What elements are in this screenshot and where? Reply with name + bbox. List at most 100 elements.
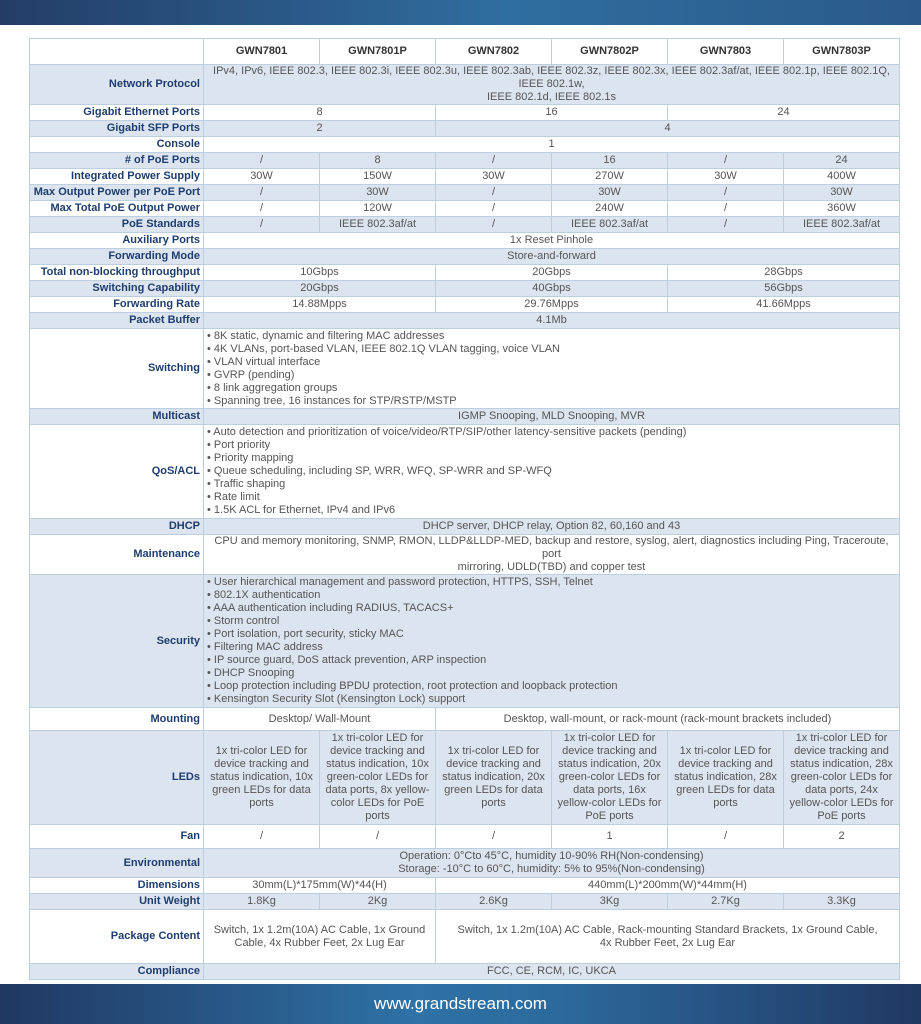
spec-row: Package Content Switch, 1x 1.2m(10A) AC C… (29, 909, 900, 964)
spec-label: Integrated Power Supply (29, 168, 204, 185)
spec-value: 2 (203, 120, 436, 137)
spec-table: GWN7801 GWN7801P GWN7802 GWN7802P GWN780… (29, 38, 900, 980)
spec-label: Forwarding Mode (29, 248, 204, 265)
spec-value: 2.6Kg (435, 893, 552, 910)
spec-row: Security • User hierarchical management a… (29, 574, 900, 708)
spec-value: • 8K static, dynamic and filtering MAC a… (203, 328, 900, 409)
spec-value: / (667, 216, 784, 233)
spec-value: 360W (783, 200, 900, 217)
spec-value: CPU and memory monitoring, SNMP, RMON, L… (203, 534, 900, 575)
spec-label: Mounting (29, 707, 204, 731)
spec-value: FCC, CE, RCM, IC, UKCA (203, 963, 900, 980)
spec-value: 3.3Kg (783, 893, 900, 910)
spec-value: DHCP server, DHCP relay, Option 82, 60,1… (203, 518, 900, 535)
spec-value: / (667, 824, 784, 849)
spec-label: Maintenance (29, 534, 204, 575)
spec-value: 1x tri-color LED for device tracking and… (667, 730, 784, 825)
spec-label: Packet Buffer (29, 312, 204, 329)
model-gwn7803: GWN7803 (667, 38, 784, 65)
model-gwn7803p: GWN7803P (783, 38, 900, 65)
spec-label: Unit Weight (29, 893, 204, 910)
spec-row: Dimensions 30mm(L)*175mm(W)*44(H) 440mm(L)… (29, 877, 900, 894)
spec-row: Max Total PoE Output Power/120W/240W/360… (29, 200, 900, 217)
spec-value: 24 (783, 152, 900, 169)
spec-value: IEEE 802.3af/at (551, 216, 668, 233)
spec-value: / (203, 824, 320, 849)
spec-value: Switch, 1x 1.2m(10A) AC Cable, Rack-moun… (435, 909, 900, 964)
spec-value: 1 (551, 824, 668, 849)
spec-label: PoE Standards (29, 216, 204, 233)
spec-value: 28Gbps (667, 264, 900, 281)
spec-value: 30W (551, 184, 668, 201)
spec-label: Fan (29, 824, 204, 849)
spec-value: 150W (319, 168, 436, 185)
spec-value: 8 (203, 104, 436, 121)
spec-value: IEEE 802.3af/at (783, 216, 900, 233)
spec-row: Auxiliary Ports 1x Reset Pinhole (29, 232, 900, 249)
spec-value: / (435, 200, 552, 217)
spec-value: 400W (783, 168, 900, 185)
spec-value: 41.66Mpps (667, 296, 900, 313)
spec-value: IGMP Snooping, MLD Snooping, MVR (203, 408, 900, 425)
spec-value: IPv4, IPv6, IEEE 802.3, IEEE 802.3i, IEE… (203, 64, 900, 105)
spec-label: Console (29, 136, 204, 153)
spec-row: Switching Capability 20Gbps 40Gbps 56Gbps (29, 280, 900, 297)
spec-value: 1x tri-color LED for device tracking and… (551, 730, 668, 825)
spec-row: Maintenance CPU and memory monitoring, SN… (29, 534, 900, 575)
spec-value: / (319, 824, 436, 849)
spec-value: / (203, 184, 320, 201)
spec-label: QoS/ACL (29, 424, 204, 519)
header-corner (29, 38, 204, 65)
spec-value: 56Gbps (667, 280, 900, 297)
spec-row: LEDs 1x tri-color LED for device tracking… (29, 730, 900, 825)
spec-value: 240W (551, 200, 668, 217)
spec-label: LEDs (29, 730, 204, 825)
spec-body: Network Protocol IPv4, IPv6, IEEE 802.3, … (29, 64, 900, 980)
spec-value: 10Gbps (203, 264, 436, 281)
spec-value: Desktop, wall-mount, or rack-mount (rack… (435, 707, 900, 731)
spec-label: Max Total PoE Output Power (29, 200, 204, 217)
spec-row: Unit Weight 1.8Kg 2Kg 2.6Kg 3Kg 2.7Kg 3.3Kg (29, 893, 900, 910)
spec-row: Network Protocol IPv4, IPv6, IEEE 802.3, … (29, 64, 900, 105)
spec-label: Environmental (29, 848, 204, 878)
spec-label: Compliance (29, 963, 204, 980)
spec-value: 2Kg (319, 893, 436, 910)
spec-row: Gigabit Ethernet Ports 8 16 24 (29, 104, 900, 121)
spec-row: Max Output Power per PoE Port/30W/30W/30… (29, 184, 900, 201)
spec-value: 1x Reset Pinhole (203, 232, 900, 249)
spec-value: / (667, 152, 784, 169)
spec-value: Desktop/ Wall-Mount (203, 707, 436, 731)
spec-value: IEEE 802.3af/at (319, 216, 436, 233)
spec-label: Switching Capability (29, 280, 204, 297)
spec-label: Gigabit SFP Ports (29, 120, 204, 137)
spec-row: Multicast IGMP Snooping, MLD Snooping, MV… (29, 408, 900, 425)
spec-label: DHCP (29, 518, 204, 535)
spec-row: Mounting Desktop/ Wall-Mount Desktop, wall… (29, 707, 900, 731)
spec-label: Security (29, 574, 204, 708)
model-gwn7802p: GWN7802P (551, 38, 668, 65)
spec-row: Switching • 8K static, dynamic and filter… (29, 328, 900, 409)
spec-label: # of PoE Ports (29, 152, 204, 169)
spec-value: • User hierarchical management and passw… (203, 574, 900, 708)
spec-label: Total non-blocking throughput (29, 264, 204, 281)
spec-row: # of PoE Ports/8/16/24 (29, 152, 900, 169)
spec-label: Switching (29, 328, 204, 409)
spec-value: 1x tri-color LED for device tracking and… (319, 730, 436, 825)
website-link[interactable]: www.grandstream.com (374, 994, 547, 1013)
spec-value: / (667, 184, 784, 201)
spec-label: Max Output Power per PoE Port (29, 184, 204, 201)
spec-value: 30W (667, 168, 784, 185)
spec-value: 24 (667, 104, 900, 121)
spec-value: 4.1Mb (203, 312, 900, 329)
spec-value: / (203, 216, 320, 233)
spec-label: Multicast (29, 408, 204, 425)
spec-value: 1x tri-color LED for device tracking and… (783, 730, 900, 825)
spec-value: • Auto detection and prioritization of v… (203, 424, 900, 519)
spec-value: 40Gbps (435, 280, 668, 297)
spec-value: 30W (435, 168, 552, 185)
spec-row: Console 1 (29, 136, 900, 153)
spec-value: 20Gbps (435, 264, 668, 281)
spec-value: / (203, 152, 320, 169)
spec-value: Switch, 1x 1.2m(10A) AC Cable, 1x Ground… (203, 909, 436, 964)
spec-value: 14.88Mpps (203, 296, 436, 313)
